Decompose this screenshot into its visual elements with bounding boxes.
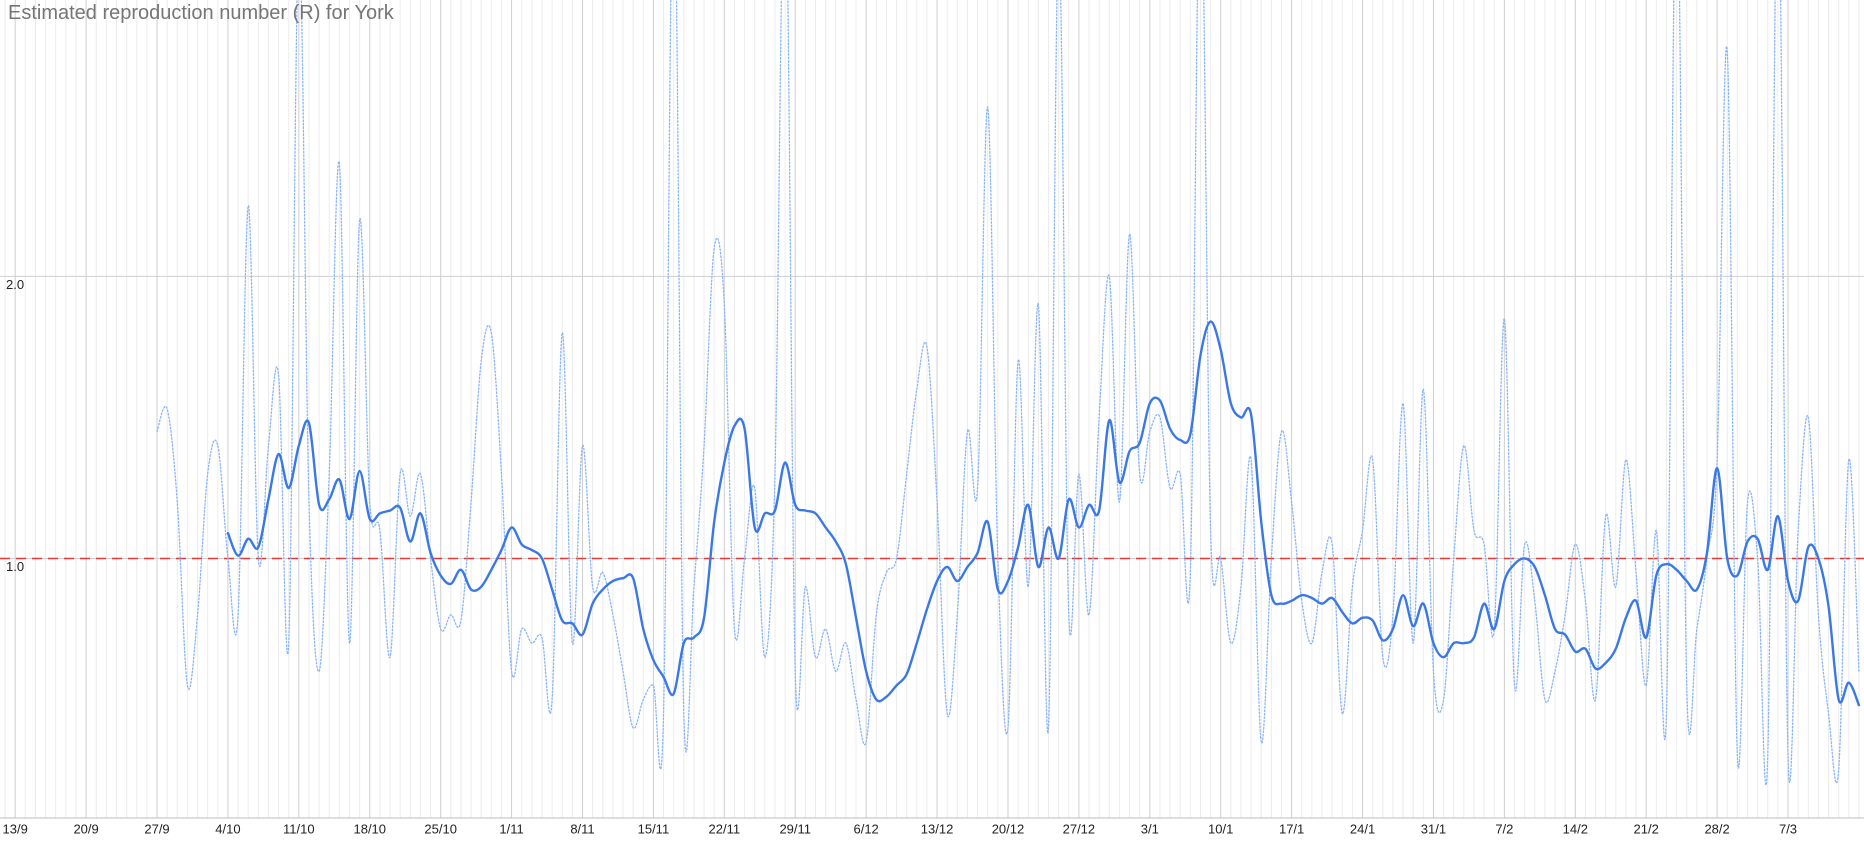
x-tick-label: 15/11	[638, 821, 670, 836]
x-tick-label: 11/10	[283, 821, 315, 836]
x-tick-label: 20/9	[73, 821, 98, 836]
x-tick-label: 4/10	[215, 821, 240, 836]
x-tick-label: 22/11	[709, 821, 741, 836]
smoothed-line	[226, 320, 1861, 707]
x-tick-label: 29/11	[779, 821, 811, 836]
x-tick-label: 18/10	[353, 821, 386, 836]
x-tick-label: 25/10	[424, 821, 457, 836]
x-tick-label: 13/9	[3, 821, 28, 836]
x-tick-label: 24/1	[1350, 821, 1375, 836]
y-tick-label: 1.0	[6, 559, 24, 574]
x-tick-label: 8/11	[570, 821, 594, 836]
grid	[0, 0, 1864, 819]
x-tick-label: 3/1	[1141, 821, 1159, 836]
x-tick-label: 6/12	[853, 821, 878, 836]
plot	[0, 0, 1864, 786]
x-tick-label: 17/1	[1279, 821, 1304, 836]
chart-title: Estimated reproduction number (R) for Yo…	[8, 2, 395, 24]
x-tick-label: 1/11	[499, 821, 523, 836]
y-tick-label: 2.0	[6, 277, 24, 292]
x-tick-label: 7/2	[1495, 821, 1513, 836]
x-tick-label: 10/1	[1208, 821, 1233, 836]
x-tick-label: 7/3	[1779, 821, 1797, 836]
x-tick-label: 27/9	[144, 821, 169, 836]
x-tick-label: 14/2	[1563, 821, 1588, 836]
labels: 13/9 20/9 27/9 4/10 11/10 18/10 25/10 1/11 8/11 1…	[3, 277, 1798, 837]
daily-line	[156, 0, 1860, 786]
x-tick-label: 13/12	[921, 821, 954, 836]
x-tick-label: 27/12	[1063, 821, 1096, 836]
x-tick-label: 20/12	[992, 821, 1025, 836]
x-tick-label: 21/2	[1634, 821, 1659, 836]
x-tick-label: 31/1	[1421, 821, 1446, 836]
x-tick-label: 28/2	[1704, 821, 1729, 836]
